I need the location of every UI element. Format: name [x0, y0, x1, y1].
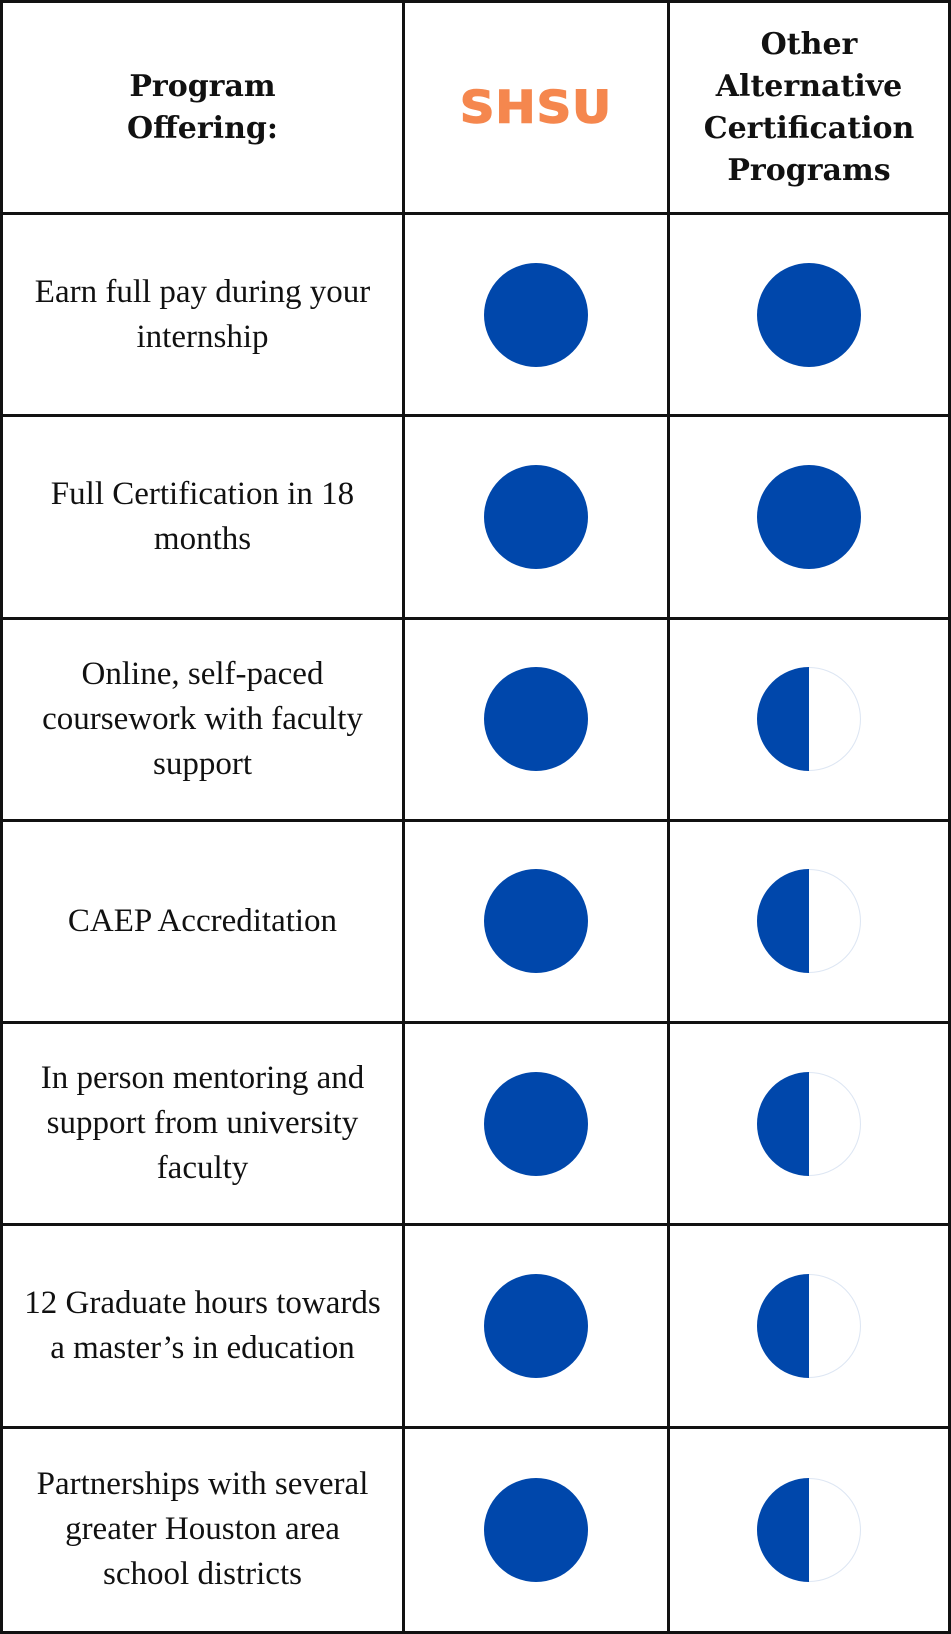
full-circle-icon: [484, 869, 588, 974]
full-circle-icon: [484, 262, 588, 367]
shsu-rating-cell: [405, 821, 670, 1025]
full-circle-icon: [757, 262, 861, 367]
full-circle-icon: [484, 667, 588, 772]
feature-cell: In person mentoring and support from uni…: [3, 1024, 405, 1227]
header-shsu: SHSU: [405, 3, 670, 215]
shsu-rating-cell: [405, 1428, 670, 1631]
feature-cell: 12 Graduate hours towards a master’s in …: [3, 1226, 405, 1429]
shsu-rating-cell: [405, 1024, 670, 1227]
full-circle-icon: [484, 1071, 588, 1176]
half-circle-icon: [757, 1274, 861, 1379]
half-circle-icon: [757, 869, 861, 974]
full-circle-icon: [757, 464, 861, 569]
feature-label: In person mentoring and support from uni…: [40, 1060, 365, 1187]
shsu-rating-cell: [405, 619, 670, 822]
feature-cell: Online, self-paced coursework with facul…: [3, 619, 405, 822]
full-circle-icon: [484, 1274, 588, 1379]
other-rating-cell: [670, 1226, 948, 1429]
full-circle-icon: [484, 1477, 588, 1582]
full-circle-icon: [484, 464, 588, 569]
feature-label: 12 Graduate hours towards a master’s in …: [24, 1285, 381, 1367]
shsu-rating-cell: [405, 417, 670, 620]
shsu-rating-cell: [405, 1226, 670, 1429]
feature-label: Full Certification in 18 months: [50, 475, 355, 557]
half-circle-icon: [757, 1477, 861, 1582]
feature-label: Partnerships with several greater Housto…: [36, 1466, 369, 1593]
header-other-programs: Other Alternative Certification Programs: [670, 3, 948, 215]
header-program-offering-text: Program Offering:: [127, 68, 278, 146]
feature-cell: Full Certification in 18 months: [3, 417, 405, 620]
other-rating-cell: [670, 215, 948, 418]
feature-cell: CAEP Accreditation: [3, 821, 405, 1025]
other-rating-cell: [670, 620, 948, 822]
feature-label: Earn full pay during your internship: [34, 273, 371, 355]
shsu-logo: SHSU: [459, 81, 613, 134]
half-circle-icon: [757, 1071, 861, 1176]
feature-cell: Partnerships with several greater Housto…: [3, 1428, 405, 1631]
other-rating-cell: [670, 1429, 948, 1631]
other-rating-cell: [670, 822, 948, 1025]
half-circle-icon: [757, 667, 861, 772]
feature-cell: Earn full pay during your internship: [3, 215, 405, 418]
other-rating-cell: [670, 1024, 948, 1227]
header-other-programs-text: Other Alternative Certification Programs: [703, 26, 915, 188]
shsu-rating-cell: [405, 215, 670, 418]
other-rating-cell: [670, 417, 948, 620]
feature-label: CAEP Accreditation: [67, 902, 338, 939]
feature-label: Online, self-paced coursework with facul…: [42, 655, 363, 782]
header-program-offering: Program Offering:: [3, 3, 405, 215]
